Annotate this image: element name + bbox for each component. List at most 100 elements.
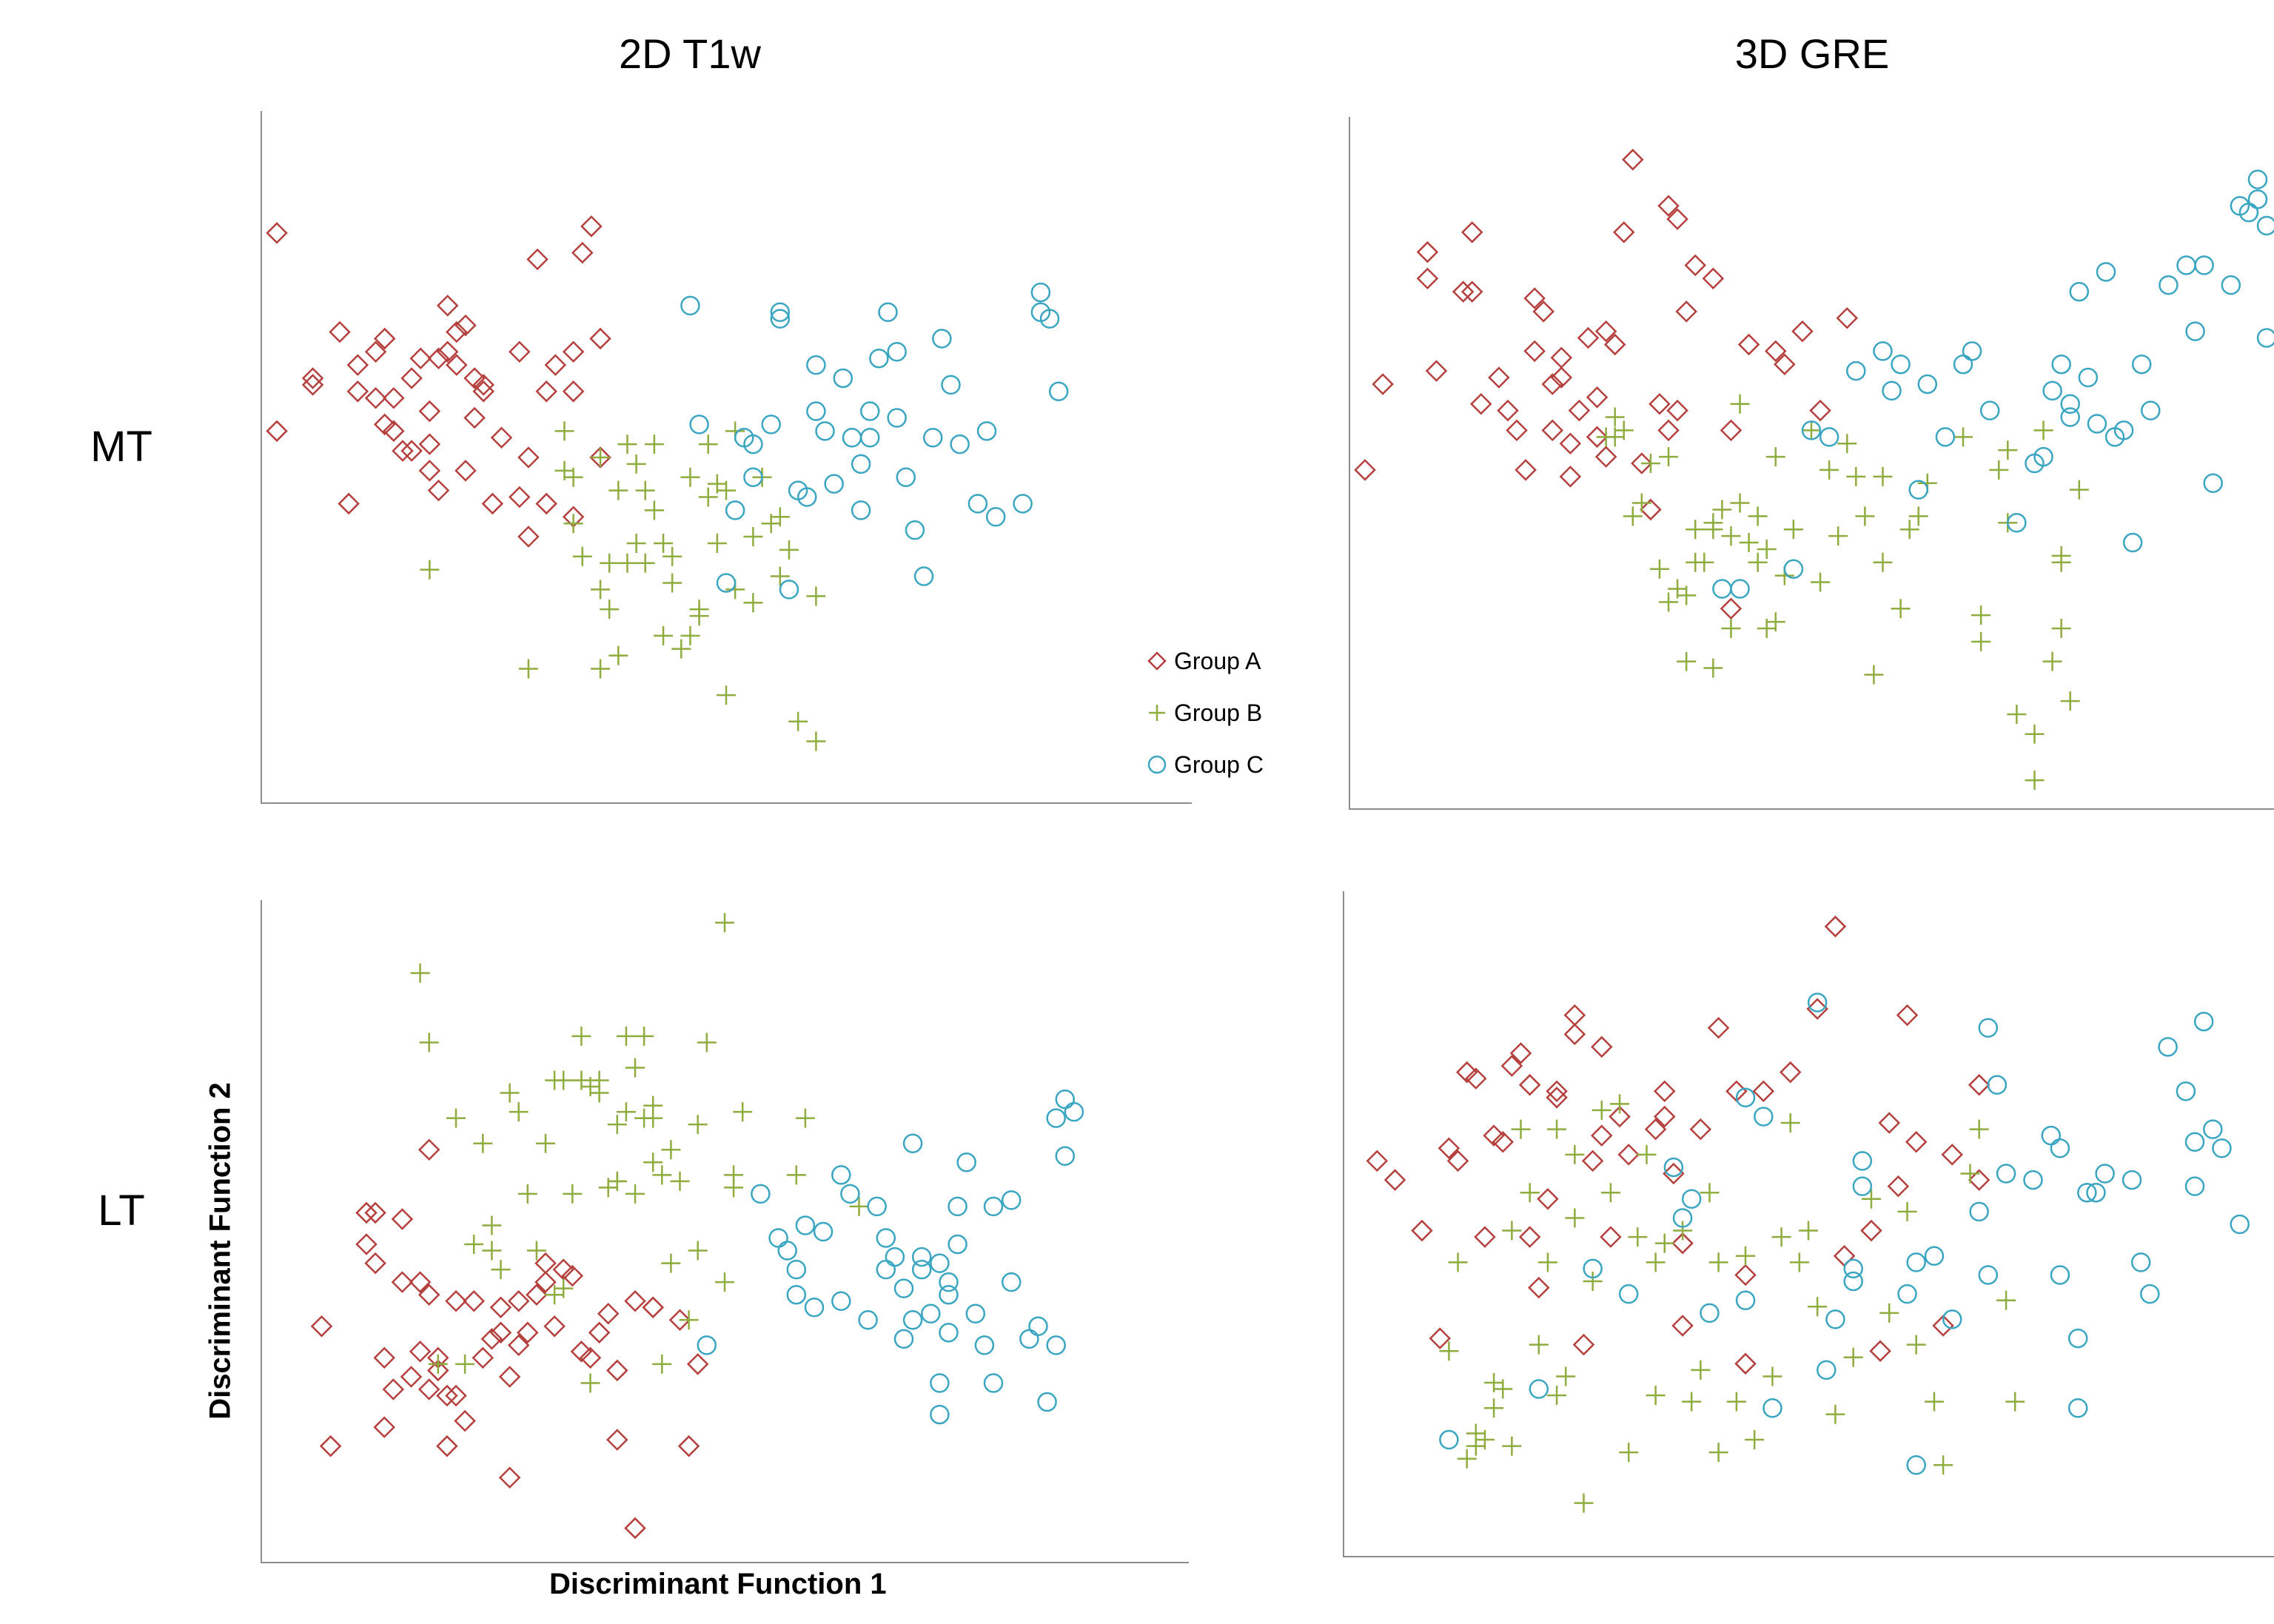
data-point-group-a [606, 1429, 628, 1451]
data-point-group-a [338, 492, 360, 515]
data-point-group-a [1591, 1124, 1613, 1147]
data-point-group-a [1666, 399, 1688, 422]
data-point-group-c [887, 342, 907, 362]
data-point-group-c [1891, 354, 1911, 375]
data-point-group-b [1873, 466, 1893, 486]
data-point-group-b [1757, 539, 1777, 559]
data-point-group-b [733, 1102, 753, 1122]
data-point-group-b [1623, 506, 1643, 526]
axis-line [261, 111, 1192, 804]
data-point-group-b [1502, 1436, 1522, 1456]
data-point-group-a [418, 400, 441, 423]
data-point-group-b [689, 600, 709, 620]
data-point-group-a [1572, 1333, 1595, 1356]
data-point-group-b [563, 467, 583, 487]
data-point-group-c [770, 302, 791, 323]
data-point-group-c [697, 1335, 717, 1355]
data-point-group-b [1703, 658, 1723, 678]
data-point-group-a [472, 374, 494, 396]
data-point-group-c [2041, 1125, 2062, 1146]
data-point-group-b [1971, 631, 1991, 651]
data-point-group-b [1819, 460, 1839, 480]
legend: Group A Group B Group C [1146, 635, 1264, 791]
data-point-group-a [472, 1346, 494, 1369]
data-point-group-b [491, 1260, 511, 1280]
data-point-group-b [1748, 506, 1768, 526]
data-point-group-a [481, 492, 504, 515]
data-point-group-a [409, 347, 432, 369]
data-point-group-a [455, 314, 477, 337]
data-point-group-a [1366, 1150, 1389, 1172]
data-point-group-b [1846, 466, 1866, 486]
data-point-group-a [1609, 1105, 1631, 1128]
data-point-group-a [1869, 1340, 1891, 1362]
data-point-group-b [1861, 1189, 1881, 1209]
data-point-group-a [1702, 267, 1725, 290]
data-point-group-b [1614, 420, 1634, 440]
data-point-group-b [1605, 407, 1625, 427]
data-point-group-b [1864, 665, 1884, 685]
data-point-group-a [1452, 281, 1475, 303]
data-point-group-b [625, 1184, 645, 1204]
data-point-group-a [1586, 386, 1609, 409]
data-point-group-a [1968, 1169, 1990, 1191]
data-point-group-b [2005, 1392, 2025, 1412]
data-point-group-a [346, 354, 369, 376]
data-point-group-b [698, 487, 718, 507]
data-point-group-b [518, 659, 538, 679]
data-point-group-c [1843, 1258, 1863, 1279]
data-point-group-b [482, 1215, 502, 1235]
data-point-group-b [652, 1165, 672, 1185]
data-point-group-c [2087, 414, 2107, 434]
data-point-group-c [725, 500, 745, 520]
data-point-group-b [1659, 447, 1679, 467]
data-point-group-b [617, 553, 637, 573]
data-point-group-a [1779, 1061, 1802, 1084]
data-point-group-c [2086, 1182, 2106, 1203]
data-point-group-c [2051, 354, 2071, 375]
data-point-group-b [663, 546, 682, 566]
data-point-group-b [644, 434, 664, 454]
data-point-group-a [589, 327, 611, 350]
data-point-group-b [644, 500, 664, 520]
data-point-group-c [2050, 1265, 2070, 1285]
data-point-group-b [1969, 1119, 1989, 1139]
data-point-group-a [1684, 254, 1706, 277]
data-point-group-c [1962, 341, 1982, 361]
data-point-group-a [1737, 333, 1760, 356]
data-point-group-b [2051, 546, 2071, 566]
data-point-group-b [554, 1070, 574, 1090]
data-point-group-c [680, 295, 700, 316]
data-point-group-b [1730, 394, 1750, 414]
data-point-group-a [1594, 320, 1617, 343]
data-point-group-b [455, 1354, 475, 1374]
data-point-group-a [409, 1271, 432, 1293]
data-point-group-a [1411, 1219, 1433, 1242]
data-point-group-b [616, 1026, 636, 1046]
data-point-group-b [1762, 1366, 1782, 1386]
legend-label: Group C [1174, 751, 1264, 778]
data-point-group-c [905, 520, 925, 540]
data-point-group-c [689, 415, 709, 434]
data-point-group-c [985, 507, 1006, 527]
data-point-group-b [652, 1354, 672, 1374]
data-point-group-a [364, 1201, 386, 1224]
data-point-group-a [1500, 1055, 1523, 1077]
data-point-group-b [717, 685, 736, 705]
data-point-group-c [2203, 1119, 2223, 1139]
data-point-group-c [2060, 407, 2080, 427]
row-title-lt: LT [98, 1187, 145, 1235]
data-point-group-b [607, 1115, 627, 1135]
data-point-group-a [329, 321, 351, 343]
data-point-group-c [939, 1284, 959, 1305]
data-point-group-a [364, 340, 387, 363]
data-point-group-a [588, 1321, 611, 1344]
data-point-group-a [373, 413, 396, 436]
data-point-group-b [1960, 1164, 1980, 1184]
data-point-group-b [635, 553, 655, 573]
data-point-group-a [1509, 1042, 1532, 1064]
data-point-group-a [1532, 301, 1554, 323]
data-point-group-a [1455, 1061, 1478, 1084]
data-point-group-c [858, 1310, 878, 1330]
data-point-group-b [654, 533, 674, 553]
